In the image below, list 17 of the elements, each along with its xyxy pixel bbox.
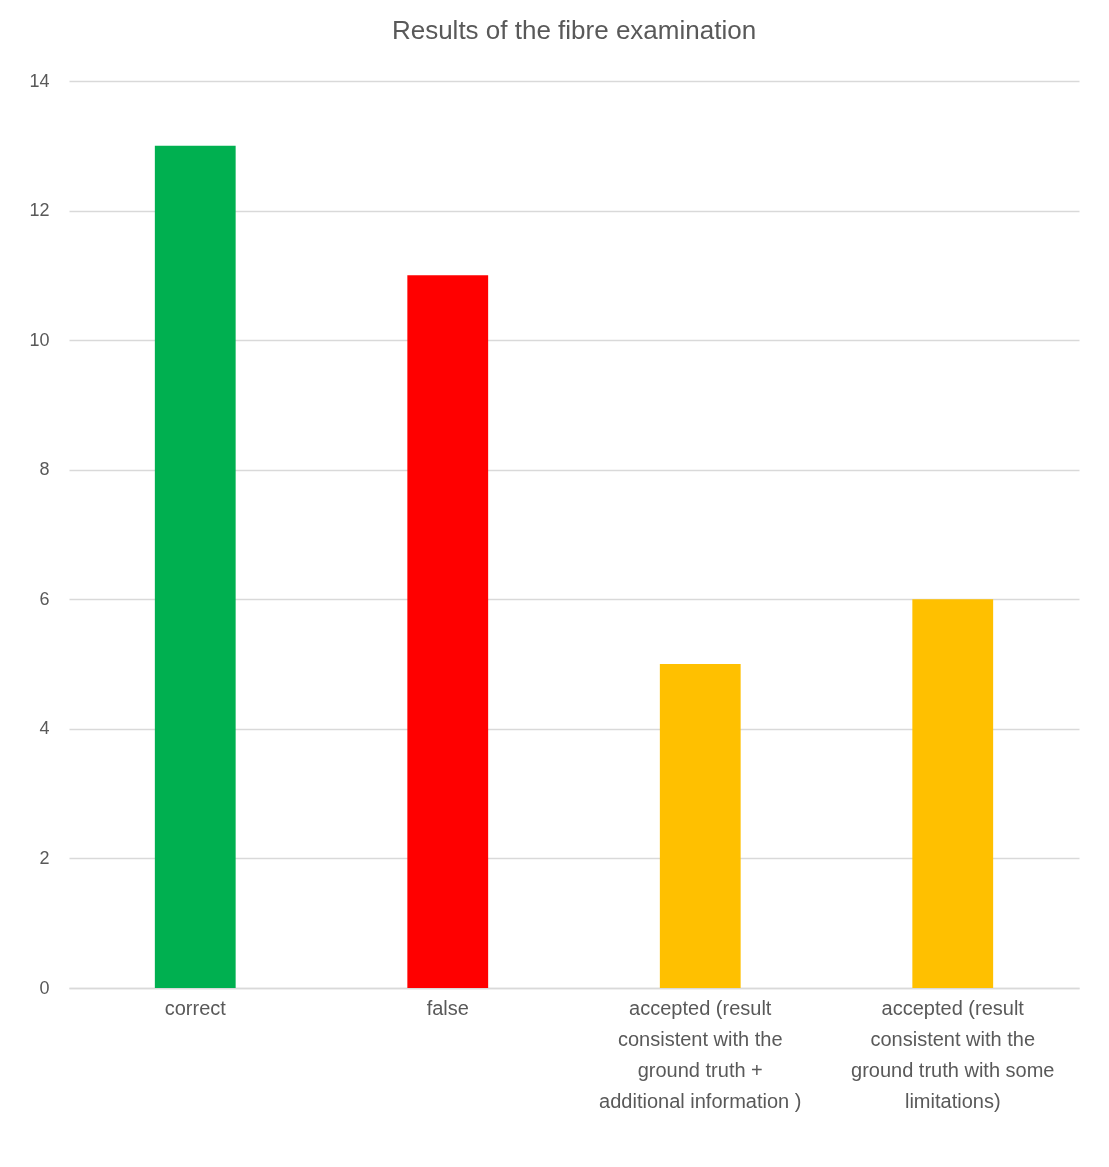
bar — [659, 664, 741, 988]
y-tick-label: 14 — [29, 70, 50, 91]
y-tick-label: 2 — [39, 847, 50, 868]
y-tick-label: 0 — [39, 977, 50, 998]
y-tick-label: 12 — [29, 200, 50, 221]
y-tick-label: 6 — [39, 588, 50, 609]
y-tick-label: 8 — [39, 459, 50, 480]
bar — [154, 145, 236, 988]
bar — [407, 275, 489, 988]
x-tick-label: correct — [164, 996, 227, 1019]
y-tick-label: 4 — [39, 718, 50, 739]
x-tick-label: accepted (result consistent with the ground truth with some limitations) — [851, 996, 1055, 1112]
y-tick-label: 10 — [29, 329, 50, 350]
x-tick-label: false — [426, 996, 469, 1019]
chart-title: Results of the fibre examination — [391, 15, 757, 45]
x-tick-label: accepted (result consistent with the ground truth + additional information ) — [599, 996, 802, 1112]
bar — [912, 599, 994, 988]
